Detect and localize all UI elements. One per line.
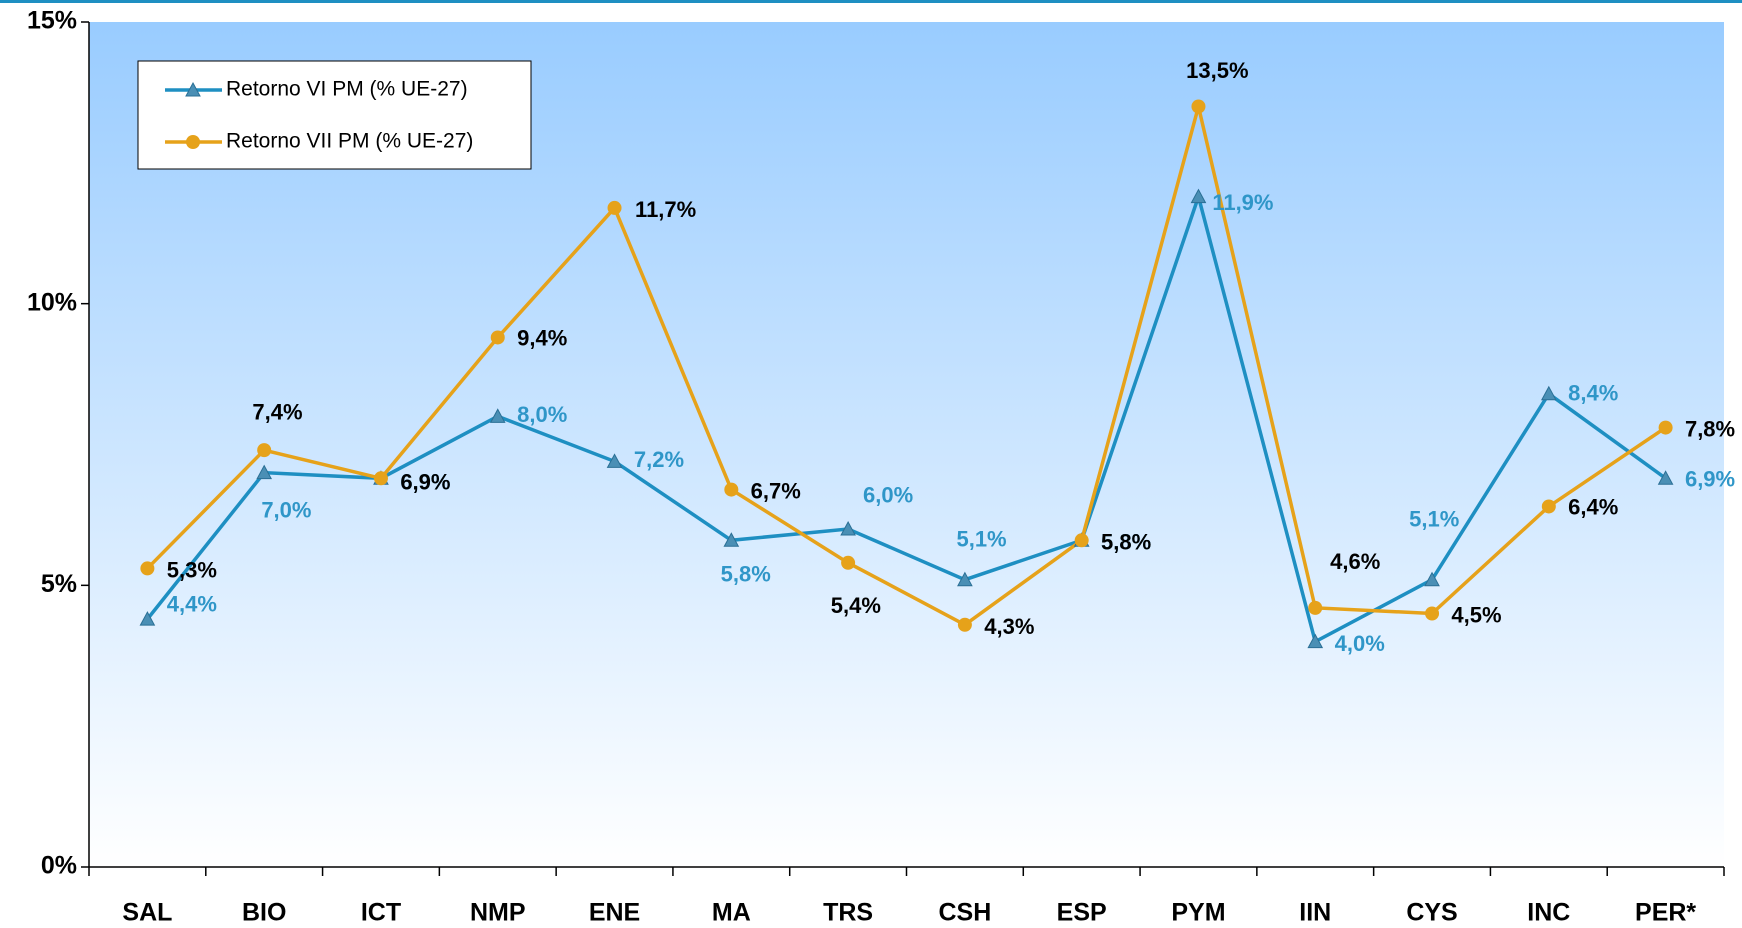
marker: [606, 453, 623, 468]
y-tick-label: 10%: [27, 288, 77, 316]
series-line: [146, 106, 1667, 627]
x-tick-label: ESP: [1057, 899, 1107, 927]
data-label: 7,4%: [252, 399, 302, 424]
data-label: 6,4%: [1568, 495, 1618, 520]
x-tick-label: MA: [712, 899, 751, 927]
data-label: 4,4%: [167, 592, 217, 617]
top-border: [0, 0, 1742, 3]
x-tick-label: IIN: [1299, 899, 1331, 927]
data-label: 6,9%: [400, 470, 450, 495]
marker: [1658, 420, 1673, 435]
data-label: 9,4%: [517, 326, 567, 351]
data-label: 7,8%: [1685, 417, 1735, 442]
x-tick-label: INC: [1527, 899, 1570, 927]
marker: [723, 532, 740, 547]
marker: [1425, 606, 1440, 621]
marker: [607, 200, 622, 215]
data-label: 8,4%: [1568, 381, 1618, 406]
x-tick-label: SAL: [122, 899, 172, 927]
data-label: 4,3%: [984, 614, 1034, 639]
data-label: 6,9%: [1685, 466, 1735, 491]
x-tick-label: ENE: [589, 899, 640, 927]
marker: [957, 617, 972, 632]
data-label: 5,8%: [721, 562, 771, 587]
data-label: 4,0%: [1335, 631, 1385, 656]
marker: [490, 330, 505, 345]
y-tick-label: 5%: [41, 570, 77, 598]
data-label: 6,7%: [751, 479, 801, 504]
x-tick-label: CSH: [938, 899, 991, 927]
data-label: 6,9%: [400, 470, 450, 495]
marker: [373, 471, 388, 486]
marker: [140, 561, 155, 576]
data-label: 11,7%: [635, 197, 696, 222]
data-label: 5,8%: [1101, 529, 1151, 554]
data-label: 8,0%: [517, 402, 567, 427]
marker: [185, 81, 201, 97]
marker: [957, 571, 973, 587]
marker: [1190, 188, 1207, 204]
marker: [841, 555, 856, 570]
x-tick-label: PER*: [1635, 899, 1696, 927]
marker: [1657, 470, 1674, 485]
marker: [186, 135, 200, 149]
marker: [1424, 571, 1440, 587]
marker: [1308, 600, 1323, 615]
series-line: [146, 190, 1667, 645]
marker: [1191, 99, 1206, 114]
legend: Retorno VI PM (% UE-27) Retorno VII PM (%…: [137, 60, 532, 170]
data-label: 7,2%: [634, 447, 684, 472]
marker: [840, 520, 856, 536]
x-tick-label: NMP: [470, 899, 526, 927]
data-label: 5,3%: [167, 558, 217, 583]
data-label: 5,1%: [956, 527, 1006, 552]
x-tick-label: CYS: [1406, 899, 1457, 927]
data-label: 5,8%: [1101, 529, 1151, 554]
marker: [256, 464, 273, 480]
marker: [1074, 533, 1089, 548]
marker: [1540, 385, 1557, 401]
x-tick-label: ICT: [361, 899, 401, 927]
data-label: 6,0%: [863, 483, 913, 508]
marker: [1541, 499, 1556, 514]
legend-box: [137, 60, 532, 170]
x-tick-label: PYM: [1171, 899, 1225, 927]
marker: [724, 482, 739, 497]
x-tick-label: BIO: [242, 899, 286, 927]
data-label: 13,5%: [1186, 58, 1248, 83]
data-label: 11,9%: [1212, 190, 1273, 215]
marker: [257, 443, 272, 458]
x-tick-label: TRS: [823, 899, 873, 927]
data-label: 5,1%: [1409, 507, 1459, 532]
marker: [489, 408, 506, 423]
legend-label: Retorno VI PM (% UE-27): [226, 78, 468, 101]
marker: [139, 611, 156, 626]
data-label: 5,4%: [831, 593, 881, 618]
data-label: 7,0%: [261, 497, 311, 522]
data-label: 4,5%: [1451, 603, 1501, 628]
data-label: 4,6%: [1330, 549, 1380, 574]
y-tick-label: 0%: [41, 852, 77, 880]
legend-label: Retorno VII PM (% UE-27): [226, 130, 473, 153]
y-tick-label: 15%: [27, 7, 77, 35]
marker: [1307, 633, 1324, 649]
